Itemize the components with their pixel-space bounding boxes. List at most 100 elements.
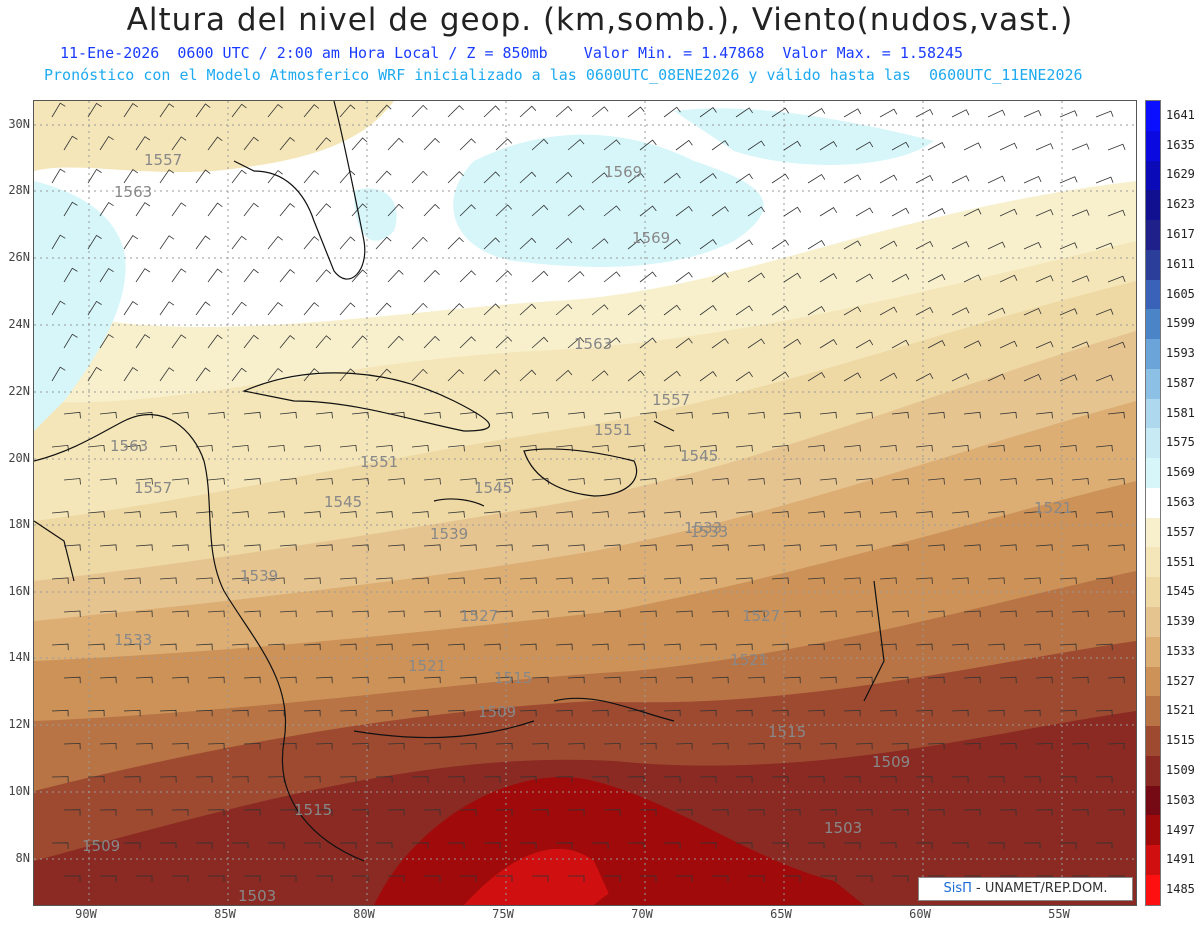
wind-barb [999,208,1018,217]
wind-barb [171,268,187,283]
wind-barb [423,335,440,349]
wind-barb [1023,307,1042,316]
wind-barb [123,709,141,717]
wind-barb [423,478,441,485]
wind-barb [879,577,897,584]
legend-swatch [1146,636,1160,667]
wind-barb [195,709,213,717]
wind-barb [519,776,537,783]
legend-label: 1587 [1166,375,1195,390]
wind-barb [63,809,81,816]
wind-barb [747,610,765,618]
wind-barb [987,444,1005,452]
wind-barb [1107,411,1125,419]
legend-swatch [1146,726,1160,756]
wind-barb [195,235,211,250]
wind-barb [231,709,249,717]
wind-barb [495,875,513,882]
wind-barb [51,366,66,382]
wind-barb [855,875,873,882]
wind-barb [459,336,476,349]
wind-barb [459,809,477,816]
legend-label: 1611 [1166,256,1195,271]
wind-barb [123,235,139,250]
lat-label: 12N [8,717,30,731]
wind-barb [783,206,802,217]
wind-barb [351,411,369,419]
wind-barb [987,175,1006,184]
wind-barb [387,478,405,485]
wind-barb [375,444,393,452]
wind-barb [1059,110,1078,118]
wind-barb [951,577,969,584]
wind-barb [879,306,898,316]
contour-label: 1545 [680,447,718,465]
wind-barb [927,610,945,618]
wind-barb [207,742,225,750]
wind-barb [891,742,909,750]
wind-barb [1059,577,1077,584]
wind-barb [87,842,105,849]
wind-barb [411,643,429,651]
wind-barb [1035,809,1053,816]
wind-barb [279,411,297,419]
contour-label: 1557 [652,391,690,409]
wind-barb [351,335,368,349]
wind-barb [123,577,141,584]
wind-barb [303,236,320,250]
wind-barb [1059,242,1078,250]
wind-barb [891,478,909,485]
wind-barb [807,842,825,849]
wind-barb [483,303,500,316]
wind-barb [927,742,945,750]
wind-barb [927,809,945,816]
wind-barb [447,303,464,316]
wind-barb [387,875,405,882]
wind-barb [807,107,826,118]
wind-barb [1023,109,1042,118]
wind-barb [711,140,729,151]
wind-barb [603,610,621,618]
wind-barb [267,709,285,717]
wind-barb [819,339,838,349]
legend-label: 1593 [1166,346,1195,361]
wind-barb [459,610,477,618]
wind-barb [771,173,790,184]
wind-barb [303,709,321,717]
geopotential-map: 1557 1563 1569 1569 1563 1557 1551 1563 … [34,101,1136,905]
wind-barb [711,338,729,349]
wind-barb [855,273,874,283]
wind-barb [243,809,261,816]
wind-barb [855,544,873,551]
wind-barb [879,240,898,250]
legend-swatch [1146,755,1160,786]
wind-barb [987,511,1005,518]
wind-barb [195,511,213,518]
wind-barb [891,207,910,217]
contour-label: 1509 [872,753,910,771]
wind-barb [951,109,970,118]
wind-barb [783,478,801,485]
wind-barb [1035,544,1053,551]
lon-label: 80W [353,907,375,921]
wind-barb [879,174,898,184]
wind-barb [483,776,501,783]
wind-barb [135,544,153,551]
wind-barb [699,107,717,118]
wind-barb [99,478,117,485]
wind-barb [639,139,657,151]
wind-barb [1035,742,1053,750]
wind-barb [387,203,404,217]
wind-barb [231,444,249,452]
wind-barb [339,302,356,316]
wind-barb [531,742,549,750]
contour-label: 1527 [460,607,498,625]
lon-label: 55W [1048,907,1070,921]
credit-box: SisΠ - UNAMET/REP.DOM. [918,877,1133,901]
wind-barb [999,676,1017,684]
wind-barb [663,238,681,250]
wind-barb [303,643,321,651]
wind-barb [351,809,369,816]
wind-barb [495,742,513,750]
wind-barb [747,544,765,551]
